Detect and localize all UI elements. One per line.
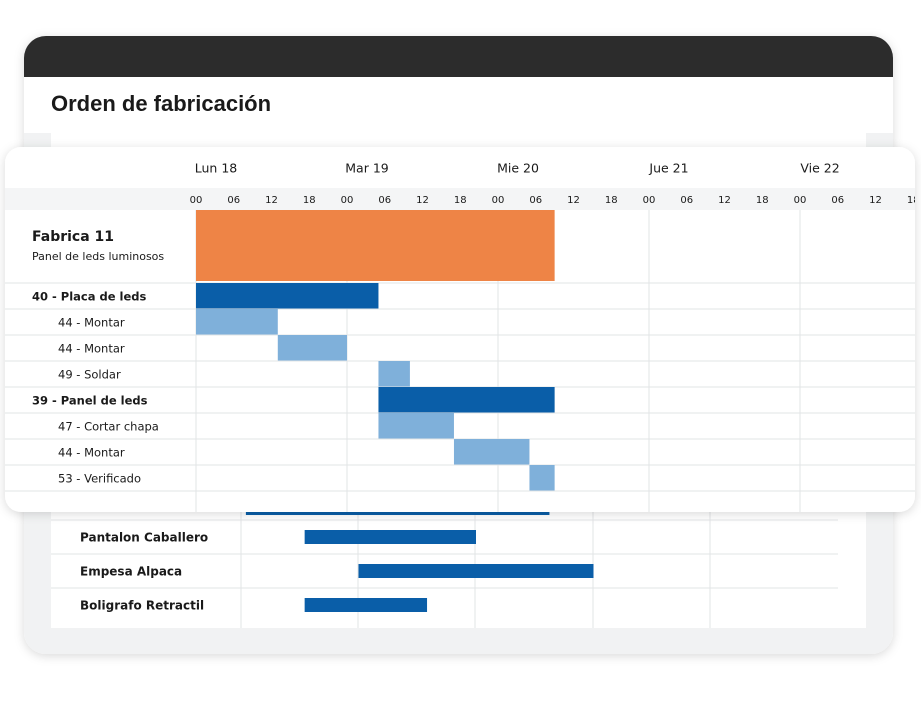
bar bbox=[196, 309, 278, 335]
hour-label: 00 bbox=[190, 195, 203, 206]
row-label: Pantalon Caballero bbox=[80, 531, 208, 545]
row-sublabel: Panel de leds luminosos bbox=[32, 250, 164, 263]
background-gantt: Pantalon Caballero Empesa Alpaca Boligrafo… bbox=[51, 505, 838, 628]
row-label: 39 - Panel de leds bbox=[32, 394, 148, 408]
bar bbox=[304, 598, 428, 612]
page-title: Orden de fabricación bbox=[51, 91, 271, 116]
hour-label: 18 bbox=[454, 195, 467, 206]
gantt: Lun 18 Mar 19 Mie 20 Jue 21 Vie 22 00 06 12 18 00… bbox=[5, 161, 920, 512]
day-label: Vie 22 bbox=[800, 161, 839, 176]
hour-label: 06 bbox=[378, 195, 391, 206]
day-label: Mie 20 bbox=[497, 161, 539, 176]
bar bbox=[378, 361, 410, 387]
hour-label: 00 bbox=[643, 195, 656, 206]
hour-label: 12 bbox=[567, 195, 580, 206]
hour-label: 06 bbox=[680, 195, 693, 206]
bar bbox=[529, 465, 555, 491]
row-label: 53 - Verificado bbox=[58, 472, 141, 486]
hours-band bbox=[5, 188, 915, 210]
row-label: 44 - Montar bbox=[58, 316, 125, 330]
hour-label: 06 bbox=[227, 195, 240, 206]
day-label: Lun 18 bbox=[195, 161, 238, 176]
hour-label: 12 bbox=[416, 195, 429, 206]
hour-label: 18 bbox=[605, 195, 618, 206]
hour-label: 06 bbox=[529, 195, 542, 206]
day-label: Jue 21 bbox=[648, 161, 688, 176]
hour-label: 18 bbox=[907, 195, 920, 206]
bar bbox=[304, 530, 476, 544]
hour-label: 12 bbox=[869, 195, 882, 206]
bar bbox=[196, 283, 379, 309]
hour-label: 18 bbox=[756, 195, 769, 206]
bar bbox=[378, 387, 555, 413]
hour-label: 18 bbox=[303, 195, 316, 206]
row-label: 40 - Placa de leds bbox=[32, 290, 147, 304]
row-label: 44 - Montar bbox=[58, 446, 125, 460]
hour-label: 12 bbox=[265, 195, 278, 206]
row-label: 47 - Cortar chapa bbox=[58, 420, 159, 434]
row-label: 49 - Soldar bbox=[58, 368, 121, 382]
row-label: Fabrica 11 bbox=[32, 229, 114, 245]
bar bbox=[453, 439, 530, 465]
hour-label: 12 bbox=[718, 195, 731, 206]
day-label: Mar 19 bbox=[345, 161, 389, 176]
bar bbox=[277, 335, 347, 361]
bar bbox=[358, 564, 594, 578]
bar bbox=[378, 413, 454, 439]
bar bbox=[245, 510, 550, 515]
hour-label: 00 bbox=[341, 195, 354, 206]
hour-label: 06 bbox=[831, 195, 844, 206]
hour-label: 00 bbox=[794, 195, 807, 206]
bar bbox=[196, 210, 555, 281]
row-label: Boligrafo Retractil bbox=[80, 599, 204, 613]
row-label: Empesa Alpaca bbox=[80, 565, 182, 579]
hour-label: 00 bbox=[492, 195, 505, 206]
row-label: 44 - Montar bbox=[58, 342, 125, 356]
